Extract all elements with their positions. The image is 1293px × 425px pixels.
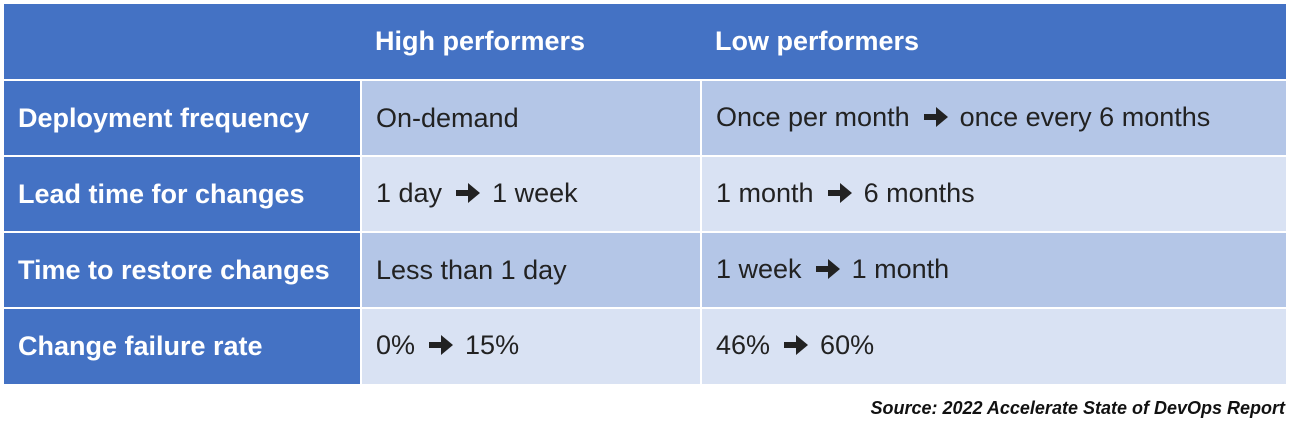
low-performers-cell: 1 week 1 month — [701, 232, 1286, 309]
performance-metrics-table: High performers Low performers Deploymen… — [4, 4, 1286, 384]
table-row: Lead time for changes 1 day 1 week 1 mont… — [4, 156, 1286, 233]
metric-label: Change failure rate — [4, 308, 362, 384]
high-performers-cell: 0% 15% — [361, 308, 702, 384]
arrow-right-icon — [827, 180, 852, 211]
range-from: Once per month — [716, 101, 910, 132]
high-performers-cell: 1 day 1 week — [361, 156, 702, 233]
range-to: 1 month — [851, 253, 950, 284]
range-from: 0% — [376, 330, 416, 360]
high-performers-cell: On-demand — [361, 80, 702, 157]
table-row: Time to restore changes Less than 1 day … — [4, 232, 1286, 309]
low-performers-cell: Once per month once every 6 months — [701, 80, 1286, 157]
high-performers-cell: Less than 1 day — [361, 232, 702, 309]
range-to: once every 6 months — [959, 101, 1211, 132]
arrow-right-icon — [784, 332, 809, 363]
range-from: 1 month — [716, 177, 814, 208]
cell-value: On-demand — [376, 102, 519, 133]
range-from: 46% — [716, 330, 771, 360]
header-corner-cell — [4, 4, 361, 81]
arrow-right-icon — [815, 256, 840, 287]
table-row: Deployment frequency On-demand Once per … — [4, 80, 1286, 157]
range-to: 15% — [465, 330, 520, 360]
metric-label: Lead time for changes — [4, 156, 362, 233]
range-to: 60% — [820, 330, 875, 360]
range-to: 1 week — [492, 177, 578, 208]
range-to: 6 months — [863, 177, 975, 208]
low-performers-cell: 46% 60% — [701, 308, 1286, 384]
range-from: 1 week — [716, 253, 802, 284]
metric-label: Time to restore changes — [4, 232, 362, 309]
table-row: Change failure rate 0% 15% 46% 60% — [4, 308, 1286, 384]
arrow-right-icon — [429, 332, 454, 363]
arrow-right-icon — [456, 180, 481, 211]
arrow-right-icon — [923, 104, 948, 135]
table-header-row: High performers Low performers — [4, 4, 1286, 81]
cell-value: Less than 1 day — [376, 254, 567, 285]
low-performers-cell: 1 month 6 months — [701, 156, 1286, 233]
range-from: 1 day — [376, 177, 443, 208]
metric-label: Deployment frequency — [4, 80, 362, 157]
header-high-performers: High performers — [361, 4, 701, 81]
header-low-performers: Low performers — [701, 4, 1286, 81]
source-citation: Source: 2022 Accelerate State of DevOps … — [870, 398, 1286, 418]
